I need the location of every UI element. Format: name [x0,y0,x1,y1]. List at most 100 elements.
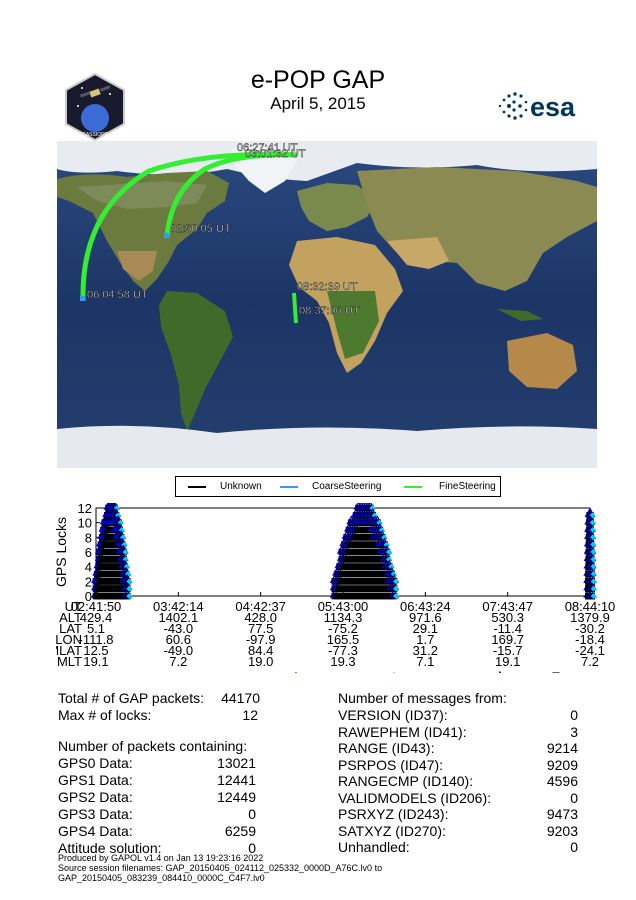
row-label-ut: UT [65,599,82,614]
ephemeris-alt: 428.0 [244,610,277,625]
row-label-mlt: MLT [57,654,82,669]
track-pass-1 [80,151,298,302]
y-tick-label: 8 [85,530,92,545]
x-tick-label: 07:43:47 [482,599,533,614]
rangecmp-point [371,512,378,519]
footer-source-1: Source session filenames: GAP_20150405_0… [58,863,383,873]
track-pass-3 [292,292,298,324]
rangecmp-point [381,534,388,541]
ephemeris-alt: 1134.3 [324,610,363,625]
ephemeris-lat: -43.0 [164,621,194,636]
rangecmp-point [393,585,400,592]
arctic-ice [57,141,597,181]
x-tick-label: 03:42:14 [153,599,204,614]
legend-swatch-coarse [280,486,298,488]
south-america [159,291,233,431]
ephemeris-lat: 5.1 [87,621,105,636]
world-map: 06:27:41 UT 03:01:32 UT 02:50:05 UT 06:0… [57,141,597,468]
x-tick-label: 04:42:37 [235,599,286,614]
ephemeris-mlt: 7.2 [169,654,187,669]
rangecmp-point [378,527,385,533]
track-marker-coarse-1 [164,233,169,238]
x-tick-label: 05:43:00 [318,599,369,614]
rangecmp-point [123,563,130,570]
ephemeris-lon: 1.7 [416,632,434,647]
ephemeris-lat: 77.5 [248,621,273,636]
page-date: April 5, 2015 [270,94,366,113]
message-label: SATXYZ (ID270): [338,822,446,839]
track-label: 02:50:05 UT [170,223,231,235]
esa-logo-text: esa [530,92,576,122]
message-value: 0 [570,839,578,855]
footer-produced-by: Produced by GAPOL v1.4 on Jan 13 19:23:1… [58,853,264,863]
track-label: 03:01:32 UT [245,148,306,160]
ephemeris-lat: -75.2 [328,621,358,636]
track-marker-coarse-2 [80,296,85,301]
legend-label: PSRPOS [218,672,260,673]
stat-label-attitude: Attitude solution: [58,840,162,856]
rangecmp-point [590,578,597,585]
stat-label-gps1: GPS1 Data: [58,772,133,788]
rangecmp-point [590,585,597,592]
antarctica [57,425,597,468]
rangecmp-point [589,519,596,526]
ephemeris-alt: 1379.9 [570,610,610,625]
message-label: VERSION (ID37): [338,707,448,723]
y-tick-label: 2 [85,574,92,589]
legend-swatch-unknown [188,486,206,488]
ephemeris-mlat: -77.3 [328,643,358,658]
footer-source-2: GAP_20150405_083239_084410_0000C_C4F7.lv… [58,873,265,883]
ephemeris-mlt: 7.1 [416,654,434,669]
rangecmp-point [126,578,133,585]
esa-logo: esa [498,92,576,122]
rangecmp-point [590,563,597,570]
ephemeris-lon: -111.8 [79,632,114,647]
message-value: 9473 [546,806,578,822]
rangecmp-point [383,541,390,548]
ephemeris-lon: 165.5 [327,632,360,647]
rangecmp-point [117,519,124,526]
message-label: Unhandled: [338,839,410,855]
message-label: VALIDMODELS (ID206): [338,789,492,806]
rangecmp-point [590,593,597,599]
row-label-lon: LON [56,632,82,647]
stat-value-total-packets: 44170 [221,690,260,706]
rangecmp-point [393,593,400,599]
ephemeris-mlt: 19.3 [330,654,355,669]
middle-east [387,237,449,269]
rangecmp-point [388,563,395,570]
y-tick-label: 10 [78,516,92,531]
ephemeris-lon: -97.9 [246,632,276,647]
ephemeris-alt: 429.4 [80,610,113,625]
legend-label: PSRXYZ [512,672,552,673]
y-tick-label: 4 [85,560,92,575]
ephemeris-alt: 1402.1 [158,610,198,625]
stat-value-gps0: 13021 [217,755,256,771]
ephemeris-lat: 29.1 [413,621,438,636]
ephemeris-mlt: 19.0 [248,654,273,669]
row-label-mlat: MLAT [56,643,82,658]
cassiope-logo-text: CASSIOPE [82,132,108,138]
y-tick-label: 0 [85,589,92,604]
track-label: 06:27:41 UT [237,142,298,154]
legend-label-fine: FineSteering [439,481,496,492]
x-tick-label: 08:44:10 [565,599,616,614]
ephemeris-lon: -18.4 [575,632,605,647]
track-legend: Unknown CoarseSteering FineSteering [175,476,501,497]
australia [507,333,577,389]
message-label: RANGE (ID43): [338,740,435,756]
rangecmp-point [121,541,128,548]
stat-value-max-locks: 12 [242,707,258,723]
cassiope-logo: CASSIOPE [65,72,125,142]
legend-label: RANGE [308,672,344,673]
rangecmp-point [393,578,400,585]
ephemeris-lat: -11.4 [493,621,522,636]
rangecmp-point [589,541,596,548]
message-label: RANGECMP (ID140): [338,773,474,789]
legend-swatch-fine [404,486,422,488]
rangecmp-point [385,556,392,563]
y-tick-label: 6 [85,545,92,560]
stat-value-gps1: 12441 [217,772,256,788]
ephemeris-mlat: 31.2 [413,643,438,658]
